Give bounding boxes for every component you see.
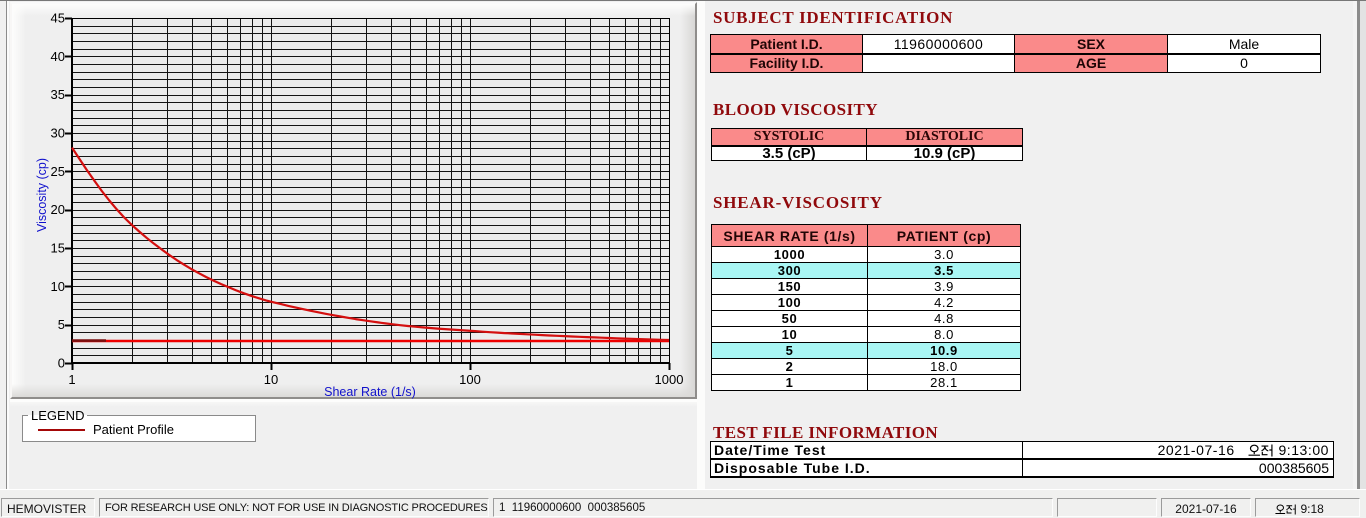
svg-text:0: 0	[58, 356, 65, 371]
svg-text:20: 20	[51, 202, 65, 217]
svg-text:Viscosity (cp): Viscosity (cp)	[35, 158, 49, 232]
svg-text:100: 100	[459, 372, 481, 387]
svg-text:40: 40	[51, 49, 65, 64]
svg-text:30: 30	[51, 126, 65, 141]
svg-text:15: 15	[51, 241, 65, 256]
svg-text:45: 45	[51, 11, 65, 26]
svg-text:5: 5	[58, 317, 65, 332]
svg-text:Shear Rate (1/s): Shear Rate (1/s)	[324, 385, 416, 399]
svg-text:35: 35	[51, 87, 65, 102]
svg-text:25: 25	[51, 164, 65, 179]
svg-text:1000: 1000	[655, 372, 684, 387]
svg-text:10: 10	[264, 372, 278, 387]
svg-text:10: 10	[51, 279, 65, 294]
svg-text:1: 1	[68, 372, 75, 387]
